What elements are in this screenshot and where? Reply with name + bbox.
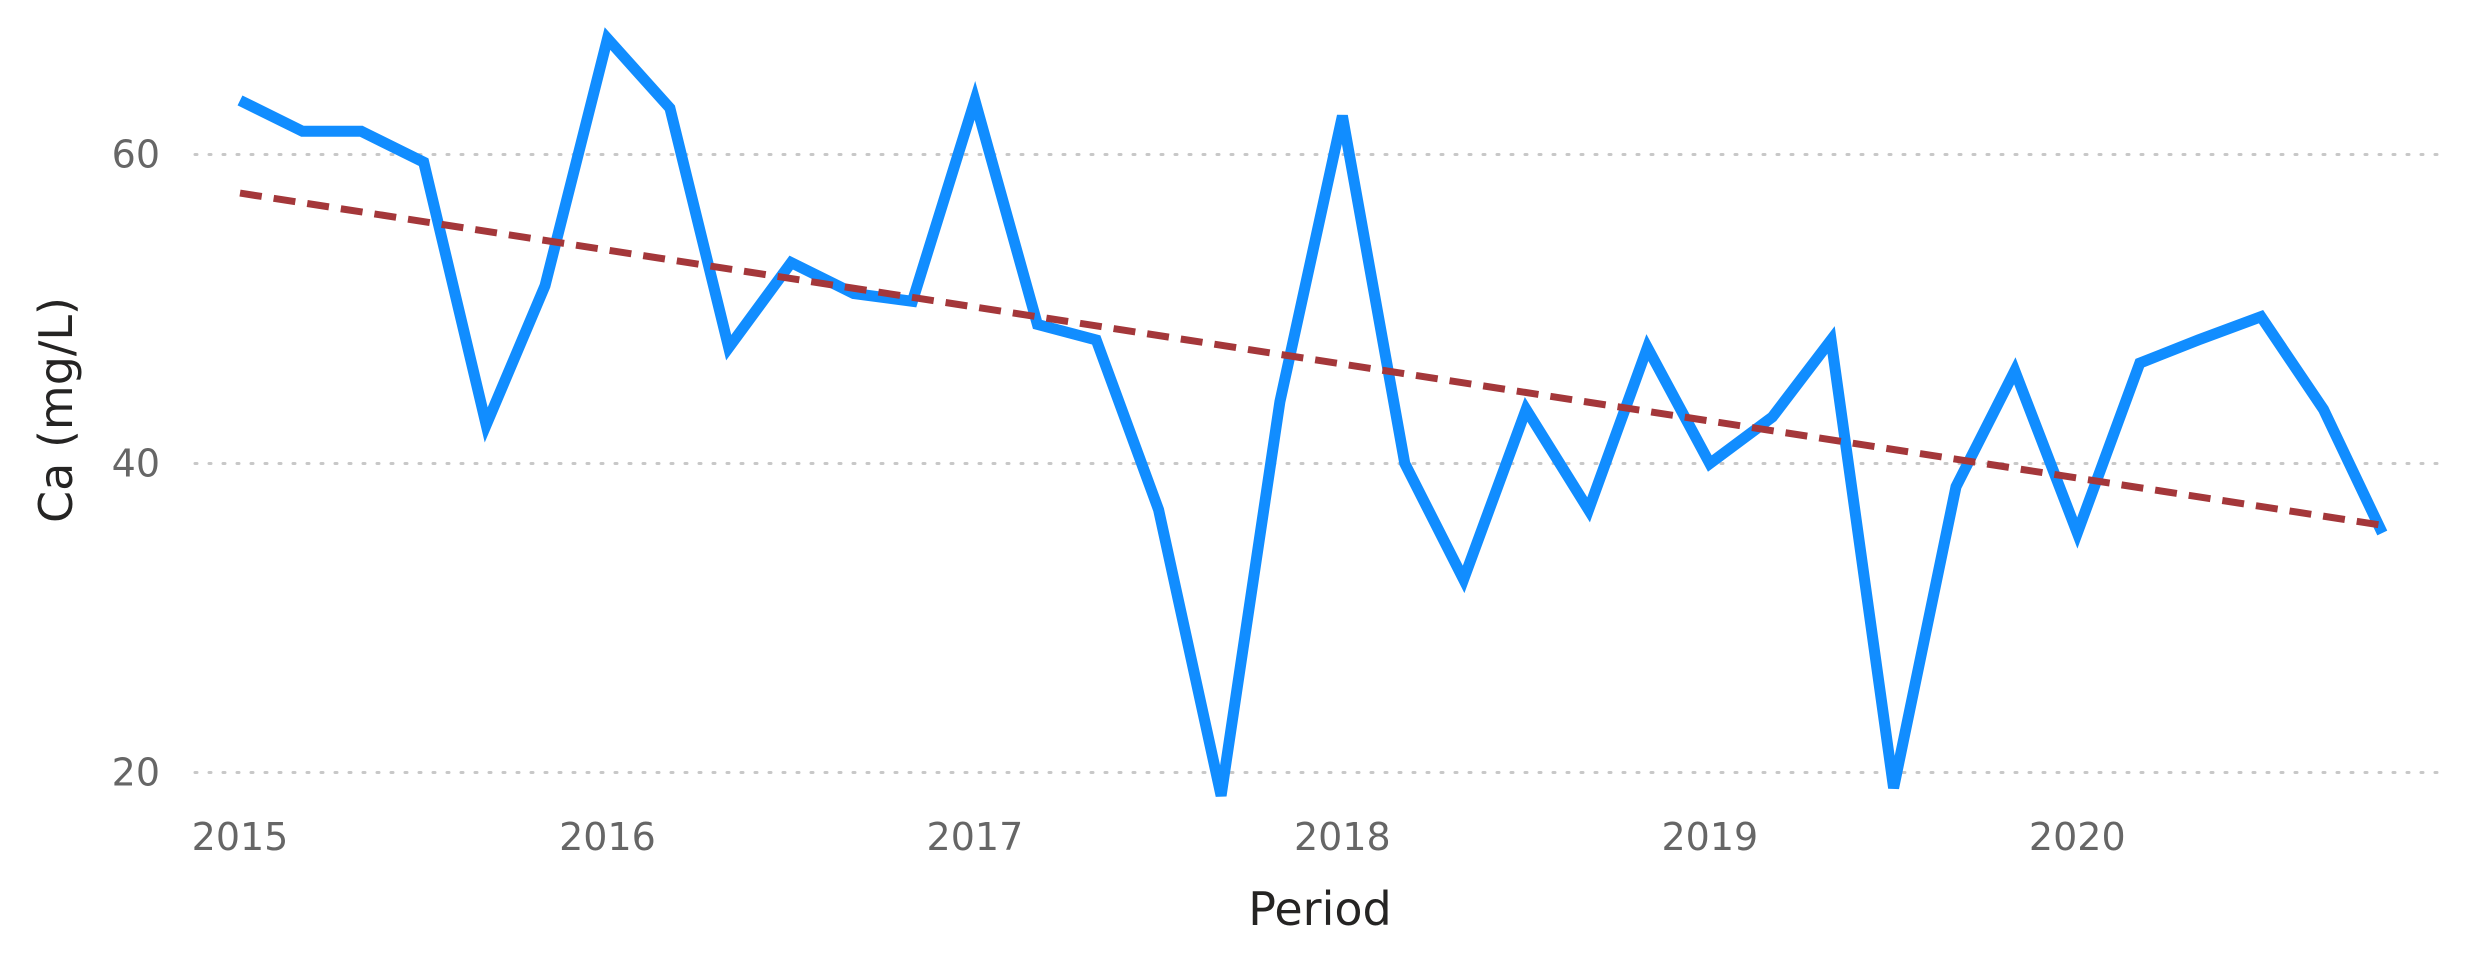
x-axis-title: Period [1248,882,1391,936]
y-axis-ticks: 20 40 60 [112,133,160,795]
trend-line [239,189,2383,529]
x-tick-label: 2016 [559,815,656,859]
y-tick-label: 40 [112,442,160,486]
series-layer [237,27,2388,797]
x-tick-label: 2019 [1661,815,1758,859]
y-tick-label: 20 [112,751,160,795]
x-tick-label: 2020 [2029,815,2126,859]
y-axis-title: Ca (mg/L) [29,297,83,523]
x-tick-label: 2018 [1294,815,1391,859]
y-tick-label: 60 [112,133,160,177]
gridlines [193,153,2442,774]
x-axis-ticks: 2015 2016 2017 2018 2019 2020 [192,815,2126,859]
x-tick-label: 2015 [192,815,289,859]
series-line [237,27,2388,797]
x-tick-label: 2017 [927,815,1024,859]
